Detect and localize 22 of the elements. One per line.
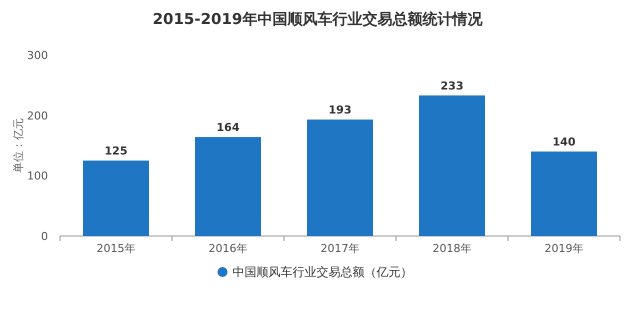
bar xyxy=(195,137,261,236)
y-tick-label: 300 xyxy=(27,49,48,62)
data-label: 233 xyxy=(440,79,464,92)
x-tick-label: 2018年 xyxy=(432,242,472,255)
bar xyxy=(419,95,485,236)
data-label: 125 xyxy=(104,144,128,158)
data-label: 193 xyxy=(328,104,352,117)
bar xyxy=(83,160,149,236)
y-tick-label: 0 xyxy=(41,230,48,243)
y-tick-label: 100 xyxy=(27,170,48,183)
data-label: 140 xyxy=(552,136,576,149)
data-label: 164 xyxy=(216,121,240,134)
x-tick-label: 2016年 xyxy=(208,242,248,255)
bar xyxy=(531,152,597,236)
x-tick-label: 2017年 xyxy=(320,242,360,255)
x-tick-label: 2019年 xyxy=(544,242,584,255)
chart-title: 2015-2019年中国顺风车行业交易总额统计情况 xyxy=(152,10,484,28)
y-tick-label: 200 xyxy=(27,109,48,122)
x-tick-label: 2015年 xyxy=(96,242,136,255)
legend-label: 中国顺风车行业交易总额（亿元） xyxy=(232,265,412,279)
bar xyxy=(307,120,373,236)
y-axis-title: 单位：亿元 xyxy=(12,118,25,173)
